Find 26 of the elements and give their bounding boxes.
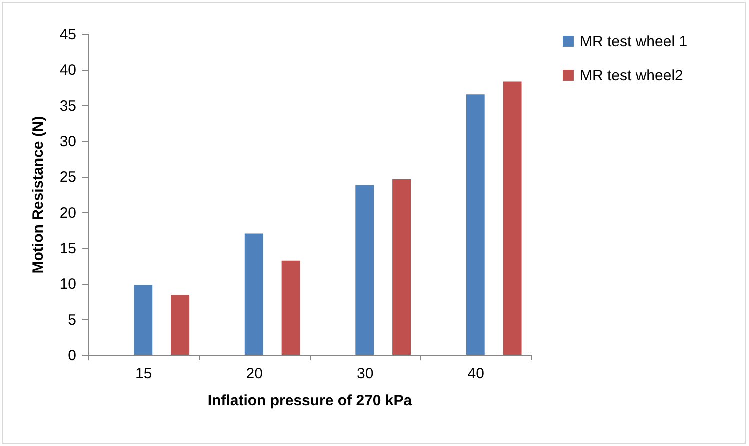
bar bbox=[134, 285, 153, 355]
x-tick-label: 15 bbox=[136, 366, 152, 382]
bar bbox=[282, 260, 300, 355]
x-tick-label: 30 bbox=[357, 366, 374, 382]
y-tick-label: 40 bbox=[60, 62, 76, 80]
y-tick-label: 35 bbox=[60, 98, 76, 115]
y-tick-label: 5 bbox=[68, 312, 76, 329]
x-axis-title: Inflation pressure of 270 kPa bbox=[208, 392, 413, 410]
y-tick-label: 25 bbox=[60, 169, 76, 186]
y-tick-label: 30 bbox=[60, 134, 76, 150]
legend-label: MR test wheel 1 bbox=[580, 34, 688, 50]
bar bbox=[466, 94, 485, 355]
y-tick-label: 15 bbox=[60, 240, 76, 258]
y-tick-label: 45 bbox=[60, 26, 76, 44]
y-tick-label: 10 bbox=[60, 276, 76, 294]
x-tick-label: 20 bbox=[246, 366, 263, 382]
y-tick-label: 0 bbox=[68, 348, 76, 364]
bar bbox=[171, 295, 190, 355]
bar bbox=[392, 180, 412, 355]
y-tick-label: 20 bbox=[60, 204, 76, 222]
bar bbox=[244, 234, 264, 355]
x-tick-label: 40 bbox=[468, 366, 484, 382]
legend-label: MR test wheel2 bbox=[580, 68, 684, 84]
bar bbox=[503, 82, 522, 355]
bar bbox=[356, 185, 374, 355]
y-axis-title: Motion Resistance (N) bbox=[30, 116, 47, 274]
